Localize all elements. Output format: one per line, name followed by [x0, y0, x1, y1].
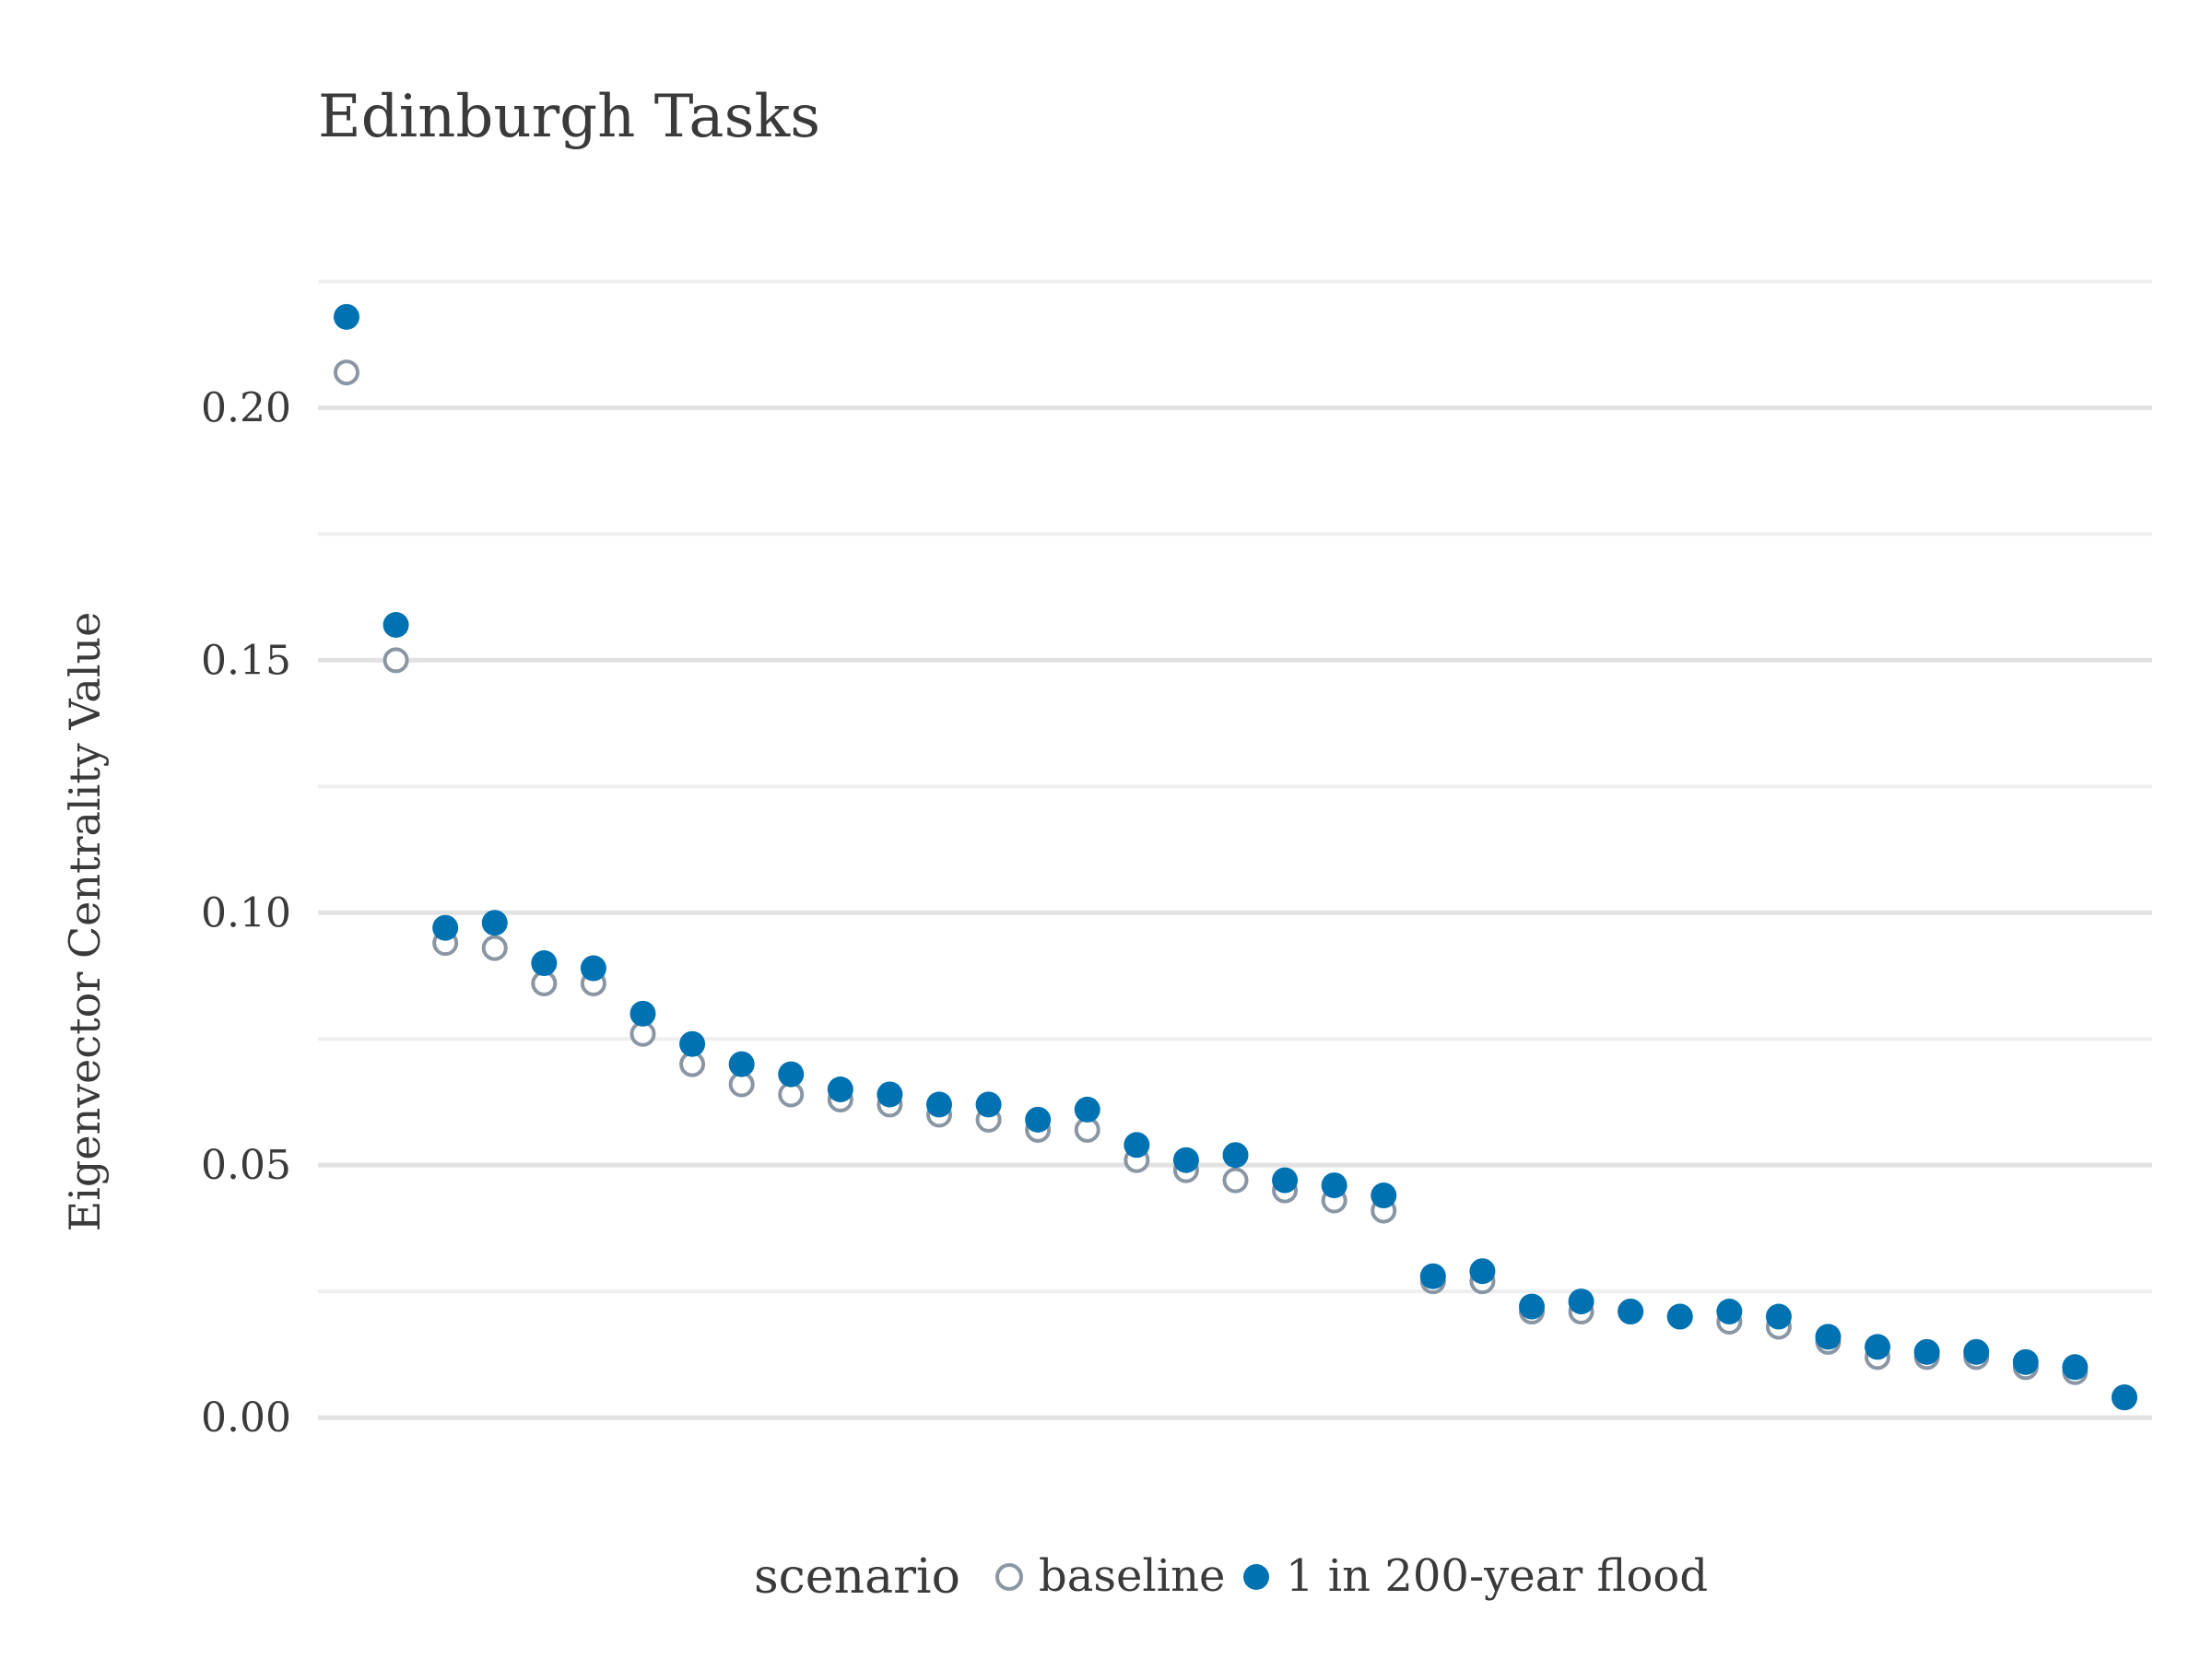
flood-point [432, 914, 459, 941]
flood-point [1865, 1334, 1891, 1360]
flood-point [629, 1000, 656, 1027]
flood-point [1371, 1182, 1397, 1209]
legend-title: scenario [754, 1549, 960, 1605]
y-tick-label: 0.10 [201, 889, 291, 936]
flood-point [1519, 1293, 1545, 1320]
flood-point [1716, 1299, 1743, 1325]
baseline-point [481, 935, 508, 961]
flood-point [580, 955, 606, 982]
legend: scenario baseline 1 in 200-year flood [754, 1549, 1708, 1605]
y-tick-label: 0.00 [201, 1394, 291, 1441]
legend-label-baseline: baseline [1039, 1550, 1225, 1602]
data-points [334, 303, 2137, 1411]
y-axis-title: Eigenvector Centrality Value [60, 612, 110, 1232]
y-axis-ticks: 0.00 0.05 0.10 0.15 0.20 [201, 384, 291, 1441]
flood-point [531, 950, 558, 977]
flood-point [2062, 1354, 2088, 1381]
flood-point [728, 1051, 755, 1077]
flood-point [1419, 1263, 1446, 1289]
y-tick-label: 0.15 [201, 637, 291, 684]
chart-title: Edinburgh Tasks [318, 83, 820, 151]
gridlines [318, 279, 2152, 1420]
flood-point [1222, 1142, 1249, 1169]
flood-point [1074, 1096, 1100, 1123]
flood-point [1963, 1338, 1990, 1365]
flood-point [877, 1081, 903, 1108]
flood-point [1568, 1288, 1594, 1315]
flood-point [334, 303, 359, 330]
legend-baseline-marker [995, 1563, 1023, 1591]
flood-point [1469, 1258, 1496, 1285]
flood-point [827, 1077, 853, 1102]
flood-point [679, 1030, 706, 1057]
baseline-point [334, 359, 359, 386]
flood-point [481, 910, 508, 936]
flood-point [1124, 1132, 1150, 1159]
flood-point [2112, 1384, 2137, 1411]
flood-point [926, 1091, 952, 1118]
flood-point [1618, 1299, 1644, 1325]
flood-point [975, 1091, 1002, 1118]
flood-point [1025, 1106, 1052, 1133]
flood-point [382, 612, 409, 638]
y-tick-label: 0.05 [201, 1142, 291, 1189]
baseline-point [382, 647, 409, 674]
flood-point [1272, 1167, 1299, 1194]
legend-flood-marker [1243, 1564, 1269, 1590]
legend-label-flood: 1 in 200-year flood [1286, 1550, 1708, 1602]
flood-point [1666, 1303, 1693, 1330]
flood-point [2012, 1348, 2039, 1375]
flood-point [1321, 1172, 1347, 1199]
y-tick-label: 0.20 [201, 384, 291, 431]
flood-point [778, 1061, 805, 1088]
baseline-point [1222, 1167, 1249, 1194]
flood-point [1815, 1324, 1841, 1350]
flood-point [1172, 1147, 1199, 1173]
flood-point [1913, 1338, 1940, 1365]
flood-point [1765, 1303, 1792, 1330]
